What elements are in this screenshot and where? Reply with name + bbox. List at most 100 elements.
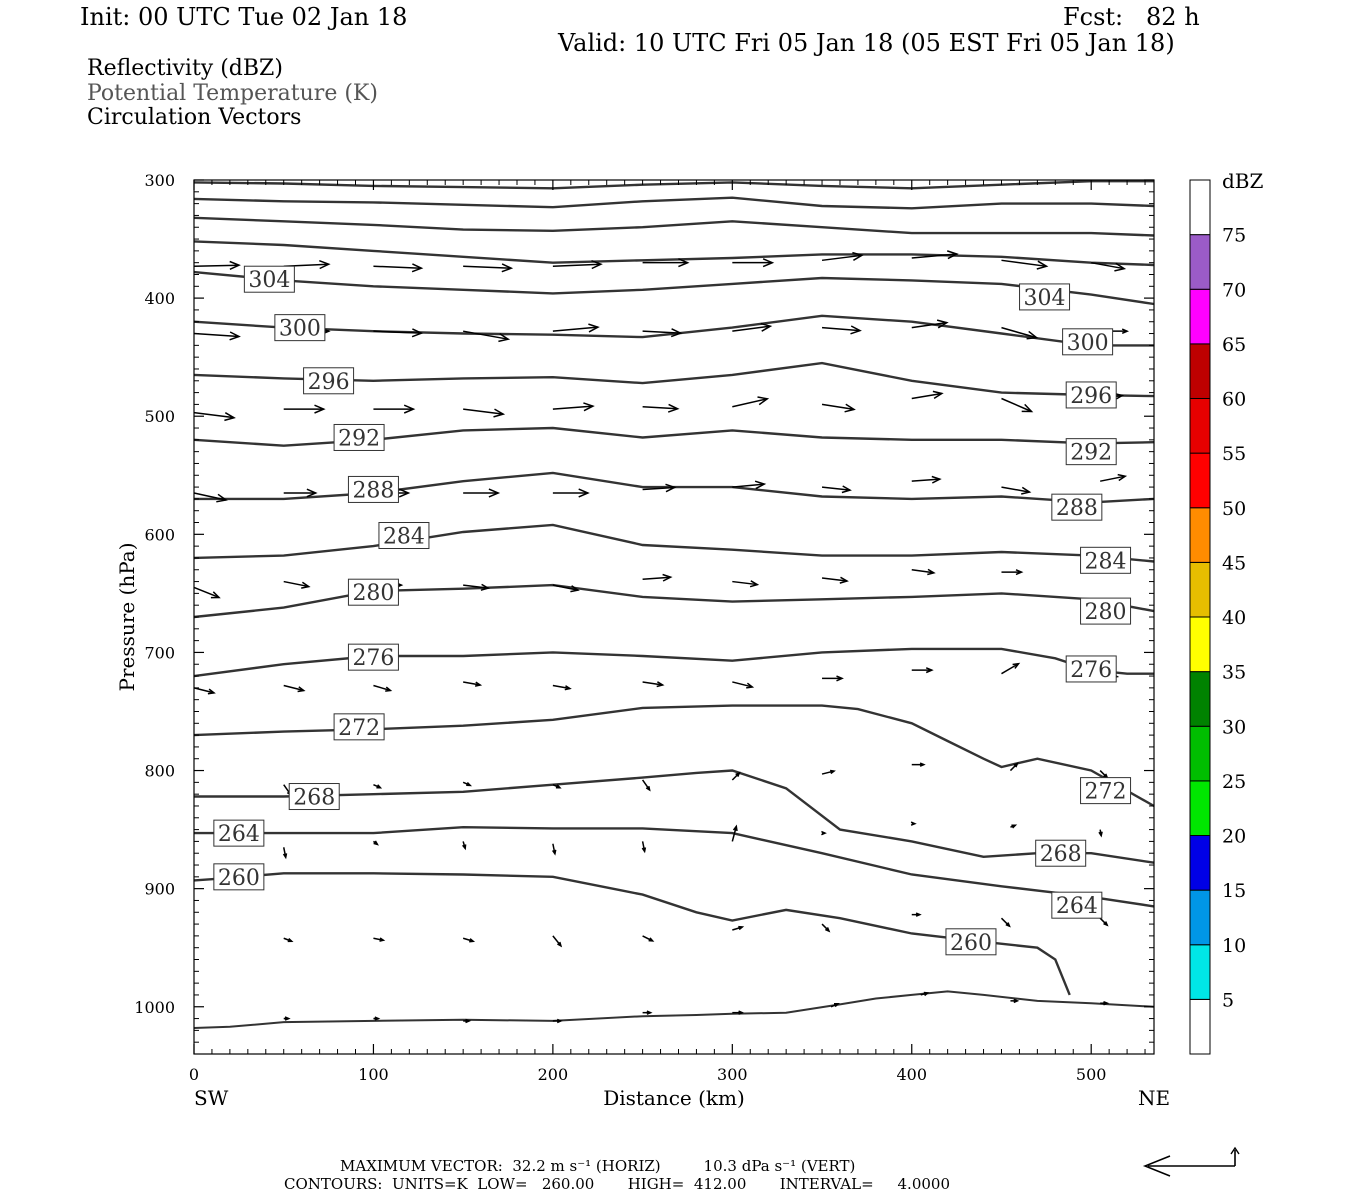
- y-tick-label: 300: [144, 171, 175, 190]
- svg-text:300: 300: [279, 317, 321, 342]
- field-circulation-vectors: Circulation Vectors: [87, 105, 302, 130]
- circulation-vector: [283, 684, 306, 693]
- circulation-vector: [1001, 397, 1034, 413]
- colorbar-tick-label: 20: [1222, 826, 1246, 848]
- circulation-vector: [373, 1016, 381, 1021]
- circulation-vector: [1100, 473, 1128, 482]
- circulation-vector: [821, 485, 852, 494]
- x-tick-label: 400: [896, 1065, 927, 1084]
- colorbar-box: [1189, 671, 1211, 727]
- circulation-vector: [731, 771, 741, 781]
- circulation-vector: [283, 404, 326, 414]
- circulation-vector: [642, 681, 665, 688]
- colorbar-box: [1189, 234, 1211, 290]
- circulation-vector: [1009, 762, 1019, 772]
- x-tick-label: 100: [358, 1065, 389, 1084]
- field-potential-temperature: Potential Temperature (K): [87, 81, 378, 106]
- circulation-vector: [552, 584, 580, 593]
- contour-label: 288: [347, 475, 399, 503]
- surface-line: [193, 990, 1155, 1029]
- contour-label: 268: [288, 783, 340, 811]
- circulation-vector: [373, 684, 393, 692]
- isentrope-272: [193, 704, 1155, 808]
- colorbar-box: [1189, 616, 1211, 673]
- svg-text:260: 260: [218, 866, 260, 891]
- circulation-vector: [1001, 259, 1049, 270]
- circulation-vector: [821, 769, 836, 775]
- circulation-vector: [911, 912, 922, 917]
- circulation-vector: [732, 480, 767, 490]
- colorbar-box: [1189, 780, 1211, 836]
- circulation-vector: [193, 586, 221, 599]
- contour-label: 280: [1080, 597, 1132, 625]
- colorbar-box: [1189, 343, 1211, 399]
- svg-text:264: 264: [1056, 894, 1098, 919]
- contour-layer: [193, 180, 1155, 996]
- circulation-vector: [552, 935, 563, 948]
- circulation-vector: [732, 396, 770, 408]
- x-tick-label: 500: [1076, 1065, 1107, 1084]
- circulation-vector: [193, 411, 236, 422]
- circulation-vector: [642, 258, 690, 268]
- colorbar-tick-label: 15: [1222, 880, 1246, 902]
- circulation-vector: [1099, 917, 1109, 927]
- svg-text:264: 264: [218, 822, 260, 847]
- x-axis-label: Distance (km): [603, 1086, 745, 1110]
- colorbar-box: [1189, 835, 1211, 891]
- vector-layer: [193, 250, 1130, 1024]
- circulation-vector: [822, 675, 844, 682]
- colorbar-tick-label: 70: [1222, 279, 1246, 301]
- circulation-vector: [283, 937, 294, 943]
- circulation-vector: [463, 408, 506, 418]
- colorbar-tick-label: 30: [1222, 716, 1246, 738]
- circulation-vector: [920, 991, 930, 997]
- circulation-vector: [552, 259, 603, 270]
- contour-label: 276: [347, 643, 399, 671]
- circulation-vector: [193, 260, 241, 270]
- x-tick-label: 300: [717, 1065, 748, 1084]
- colorbar-box: [1189, 944, 1211, 1000]
- circulation-vector: [731, 824, 738, 842]
- isentrope-268: [194, 769, 1155, 864]
- circulation-vector: [821, 830, 827, 836]
- colorbar-box: [1189, 507, 1211, 563]
- circulation-vector: [283, 488, 318, 498]
- y-tick-label: 700: [144, 643, 175, 662]
- colorbar-tick-label: 45: [1222, 552, 1246, 574]
- circulation-vector: [373, 937, 386, 942]
- svg-text:284: 284: [1085, 549, 1127, 574]
- colorbar-tick-label: 5: [1222, 989, 1234, 1011]
- circulation-vector: [732, 322, 773, 332]
- ne-label: NE: [1138, 1086, 1170, 1110]
- circulation-vector: [910, 821, 917, 826]
- circulation-vector: [732, 925, 745, 931]
- circulation-vector: [642, 483, 677, 493]
- y-tick-label: 800: [144, 762, 175, 781]
- circulation-vector: [552, 402, 595, 412]
- svg-text:272: 272: [1085, 780, 1127, 805]
- contour-label: 260: [945, 928, 997, 956]
- colorbar-tick-label: 50: [1222, 498, 1246, 520]
- circulation-vector: [1098, 829, 1103, 838]
- circulation-vector: [911, 667, 934, 674]
- circulation-vector: [1010, 998, 1020, 1004]
- circulation-vector: [463, 263, 514, 273]
- colorbar-tick-label: 25: [1222, 771, 1246, 793]
- contour-label: 284: [378, 522, 430, 550]
- isentrope-276: [193, 647, 1154, 678]
- colorbar-tick-label: 60: [1222, 389, 1246, 411]
- svg-text:268: 268: [293, 786, 335, 811]
- circulation-vector: [1091, 261, 1127, 272]
- circulation-vector: [911, 762, 926, 767]
- circulation-vector: [552, 684, 572, 691]
- circulation-vector: [642, 573, 673, 582]
- circulation-vector: [1001, 662, 1021, 675]
- circulation-vector: [462, 781, 473, 787]
- sw-label: SW: [194, 1086, 229, 1110]
- contours-note: CONTOURS: UNITS=K LOW= 260.00 HIGH= 412.…: [284, 1175, 950, 1193]
- colorbar-tick-label: 10: [1222, 935, 1246, 957]
- field-reflectivity: Reflectivity (dBZ): [87, 56, 283, 81]
- y-axis-label: Pressure (hPa): [115, 543, 139, 692]
- svg-text:288: 288: [1056, 496, 1098, 521]
- circulation-vector: [551, 843, 557, 856]
